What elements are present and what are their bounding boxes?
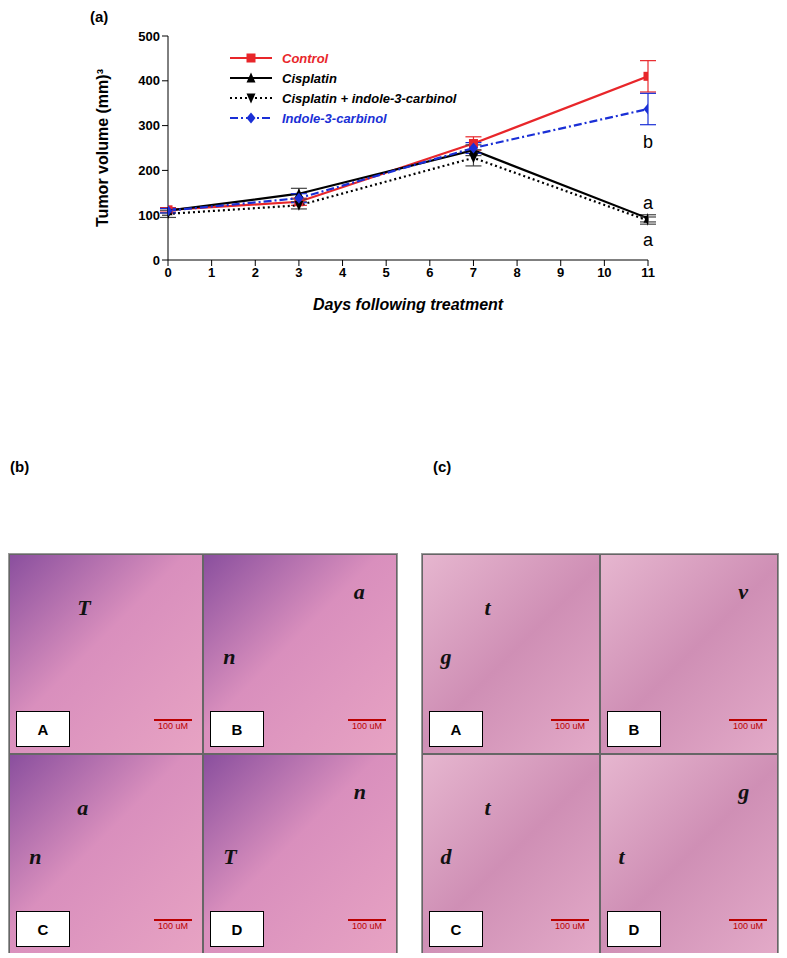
html-text:D: D — [231, 920, 243, 938]
svg-text:0: 0 — [164, 265, 171, 280]
html-text:Cisplatin + indole-3-carbinol: Cisplatin + indole-3-carbinol — [282, 90, 457, 106]
html-text:100 uM: 100 uM — [158, 721, 188, 731]
svg-text:11: 11 — [641, 265, 655, 280]
html-text:n: n — [353, 778, 366, 804]
html-text:C: C — [37, 920, 49, 938]
html-text:T: T — [77, 594, 91, 620]
svg-text:5: 5 — [383, 265, 390, 280]
svg-text:100: 100 — [138, 208, 160, 223]
svg-text:b: b — [643, 132, 653, 152]
svg-text:3: 3 — [295, 265, 302, 280]
svg-text:a: a — [643, 193, 654, 213]
html-text:A: A — [450, 720, 462, 738]
html-text:B: B — [628, 720, 640, 738]
html-text:A: A — [37, 720, 49, 738]
html-text:100 uM: 100 uM — [158, 921, 188, 931]
html-text:(c): (c) — [433, 458, 452, 475]
svg-text:400: 400 — [138, 73, 160, 88]
html-text:a: a — [353, 578, 365, 604]
svg-text:Tumor volume (mm)³: Tumor volume (mm)³ — [94, 69, 111, 227]
html-text:(a): (a) — [90, 8, 109, 25]
html-text:100 uM: 100 uM — [555, 721, 585, 731]
svg-text:300: 300 — [138, 118, 160, 133]
html-text:100 uM: 100 uM — [733, 921, 763, 931]
html-text:a: a — [77, 794, 89, 820]
html-text:(b): (b) — [10, 458, 30, 475]
svg-text:6: 6 — [426, 265, 433, 280]
svg-text:7: 7 — [470, 265, 477, 280]
html-text:t: t — [484, 594, 491, 620]
svg-text:10: 10 — [597, 265, 611, 280]
svg-text:9: 9 — [557, 265, 564, 280]
html-text:v: v — [738, 578, 748, 604]
html-text:n: n — [29, 844, 42, 870]
svg-text:8: 8 — [513, 265, 520, 280]
html-text:t: t — [618, 844, 625, 870]
html-text:B: B — [231, 720, 243, 738]
svg-text:1: 1 — [208, 265, 215, 280]
html-text:C: C — [450, 920, 462, 938]
html-text:g: g — [738, 778, 750, 804]
html-text:100 uM: 100 uM — [352, 721, 382, 731]
html-text:100 uM: 100 uM — [555, 921, 585, 931]
svg-text:4: 4 — [339, 265, 347, 280]
html-text:T: T — [223, 844, 237, 870]
html-text:d: d — [440, 844, 452, 870]
html-text:n: n — [223, 644, 236, 670]
svg-text:Days following treatment: Days following treatment — [313, 296, 504, 313]
html-text:t: t — [484, 794, 491, 820]
svg-text:200: 200 — [138, 163, 160, 178]
svg-text:a: a — [643, 230, 654, 250]
svg-text:2: 2 — [252, 265, 259, 280]
html-text:D: D — [628, 920, 640, 938]
html-text:100 uM: 100 uM — [352, 921, 382, 931]
svg-text:500: 500 — [138, 29, 160, 44]
html-text:100 uM: 100 uM — [733, 721, 763, 731]
html-text:Control: Control — [282, 50, 329, 66]
html-text:Indole-3-carbinol: Indole-3-carbinol — [282, 110, 387, 126]
html-text:Cisplatin: Cisplatin — [282, 70, 337, 86]
html-text:g: g — [440, 644, 452, 670]
svg-text:0: 0 — [153, 253, 160, 268]
